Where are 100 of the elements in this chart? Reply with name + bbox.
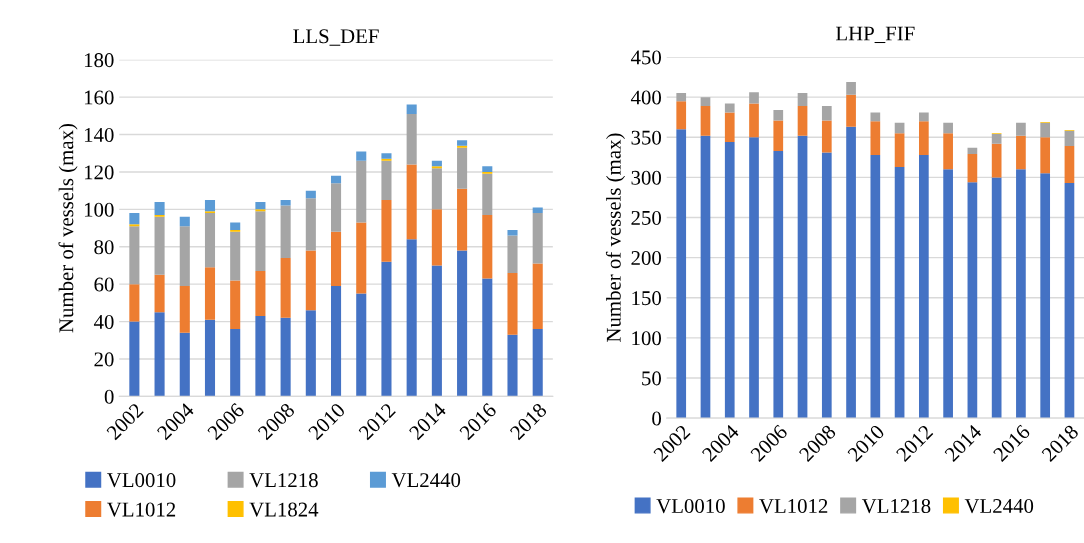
y-tick-label: 20 (94, 352, 114, 367)
y-tick-label: 160 (84, 90, 114, 105)
y-tick-label: 140 (84, 127, 114, 142)
bar (797, 93, 808, 106)
bar (381, 200, 392, 262)
bar (870, 154, 881, 419)
bar (991, 177, 1002, 419)
bar (724, 112, 735, 143)
bar (280, 317, 291, 397)
bar (154, 312, 165, 397)
bar (356, 151, 367, 161)
bar (1040, 173, 1051, 419)
bar (356, 222, 367, 294)
legend-label: VL2440 (964, 498, 1034, 514)
bar (204, 319, 216, 397)
bar (507, 235, 518, 273)
y-tick-label: 150 (632, 291, 661, 306)
bar (280, 205, 291, 258)
y-tick-label: 400 (630, 90, 661, 105)
bar (943, 122, 953, 134)
y-tick-label: 50 (642, 371, 661, 386)
chart-title: LHP_FIF (835, 26, 915, 44)
bar (482, 166, 493, 172)
bar (676, 129, 687, 419)
bar (204, 267, 216, 320)
bar (230, 329, 241, 397)
bar (700, 135, 711, 419)
bar (870, 112, 881, 122)
bar (331, 183, 342, 232)
bar (532, 329, 543, 397)
bar (870, 121, 881, 155)
bar (406, 164, 417, 240)
y-tick-label: 0 (104, 389, 114, 404)
bar (356, 160, 367, 223)
bar (482, 173, 493, 215)
y-tick-label: 450 (630, 50, 661, 65)
bar (773, 120, 784, 151)
bar (406, 239, 417, 397)
bar (846, 81, 856, 95)
bar (1064, 130, 1075, 147)
bar (967, 154, 978, 183)
bar (457, 147, 468, 189)
bar (676, 101, 687, 130)
bar (129, 321, 140, 397)
bar (943, 133, 953, 170)
bar (797, 135, 808, 419)
y-tick-label: 100 (84, 202, 114, 217)
bar (773, 150, 784, 419)
bar (846, 94, 856, 127)
bar (482, 214, 493, 279)
bar (431, 168, 442, 210)
bar (406, 113, 417, 165)
y-axis-title: Number of vessels (max) (58, 123, 78, 333)
bar (406, 104, 417, 114)
bar (700, 105, 711, 136)
y-tick-label: 300 (631, 170, 661, 185)
y-tick-label: 40 (93, 314, 114, 330)
bar (991, 143, 1002, 178)
bar (821, 152, 832, 419)
bar (305, 250, 316, 311)
bar (894, 133, 905, 167)
bar (846, 126, 856, 419)
bar (280, 200, 291, 206)
bar (749, 103, 759, 138)
chart-title: LLS_DEF (293, 29, 379, 46)
bar (821, 120, 832, 153)
bar (482, 278, 493, 397)
bar (457, 188, 468, 251)
bar (154, 274, 165, 313)
y-tick-label: 200 (631, 251, 661, 266)
bar (821, 105, 832, 121)
bar (179, 332, 190, 397)
bar (797, 105, 808, 136)
bar (230, 280, 241, 330)
bar (179, 286, 190, 333)
bar (305, 310, 316, 397)
bar (129, 284, 140, 322)
y-tick-label: 120 (84, 165, 114, 180)
bar (331, 231, 342, 287)
bar (305, 198, 316, 251)
legend-label: VL1824 (249, 502, 319, 517)
bar (532, 207, 543, 214)
bar (1016, 169, 1026, 419)
legend-label: VL1218 (249, 473, 318, 488)
y-tick-label: 80 (94, 240, 114, 255)
bar (154, 201, 165, 215)
bar (204, 213, 216, 268)
bar (457, 140, 468, 146)
bar (507, 229, 518, 236)
bar (1064, 183, 1075, 419)
bar (724, 103, 735, 113)
bar (255, 315, 266, 397)
bar (457, 250, 468, 397)
legend-label: VL1012 (107, 502, 176, 517)
bar (749, 137, 759, 419)
bar (431, 209, 442, 266)
bar (381, 261, 392, 397)
bar (919, 112, 929, 122)
y-tick-label: 250 (631, 210, 661, 225)
bar (991, 134, 1002, 144)
